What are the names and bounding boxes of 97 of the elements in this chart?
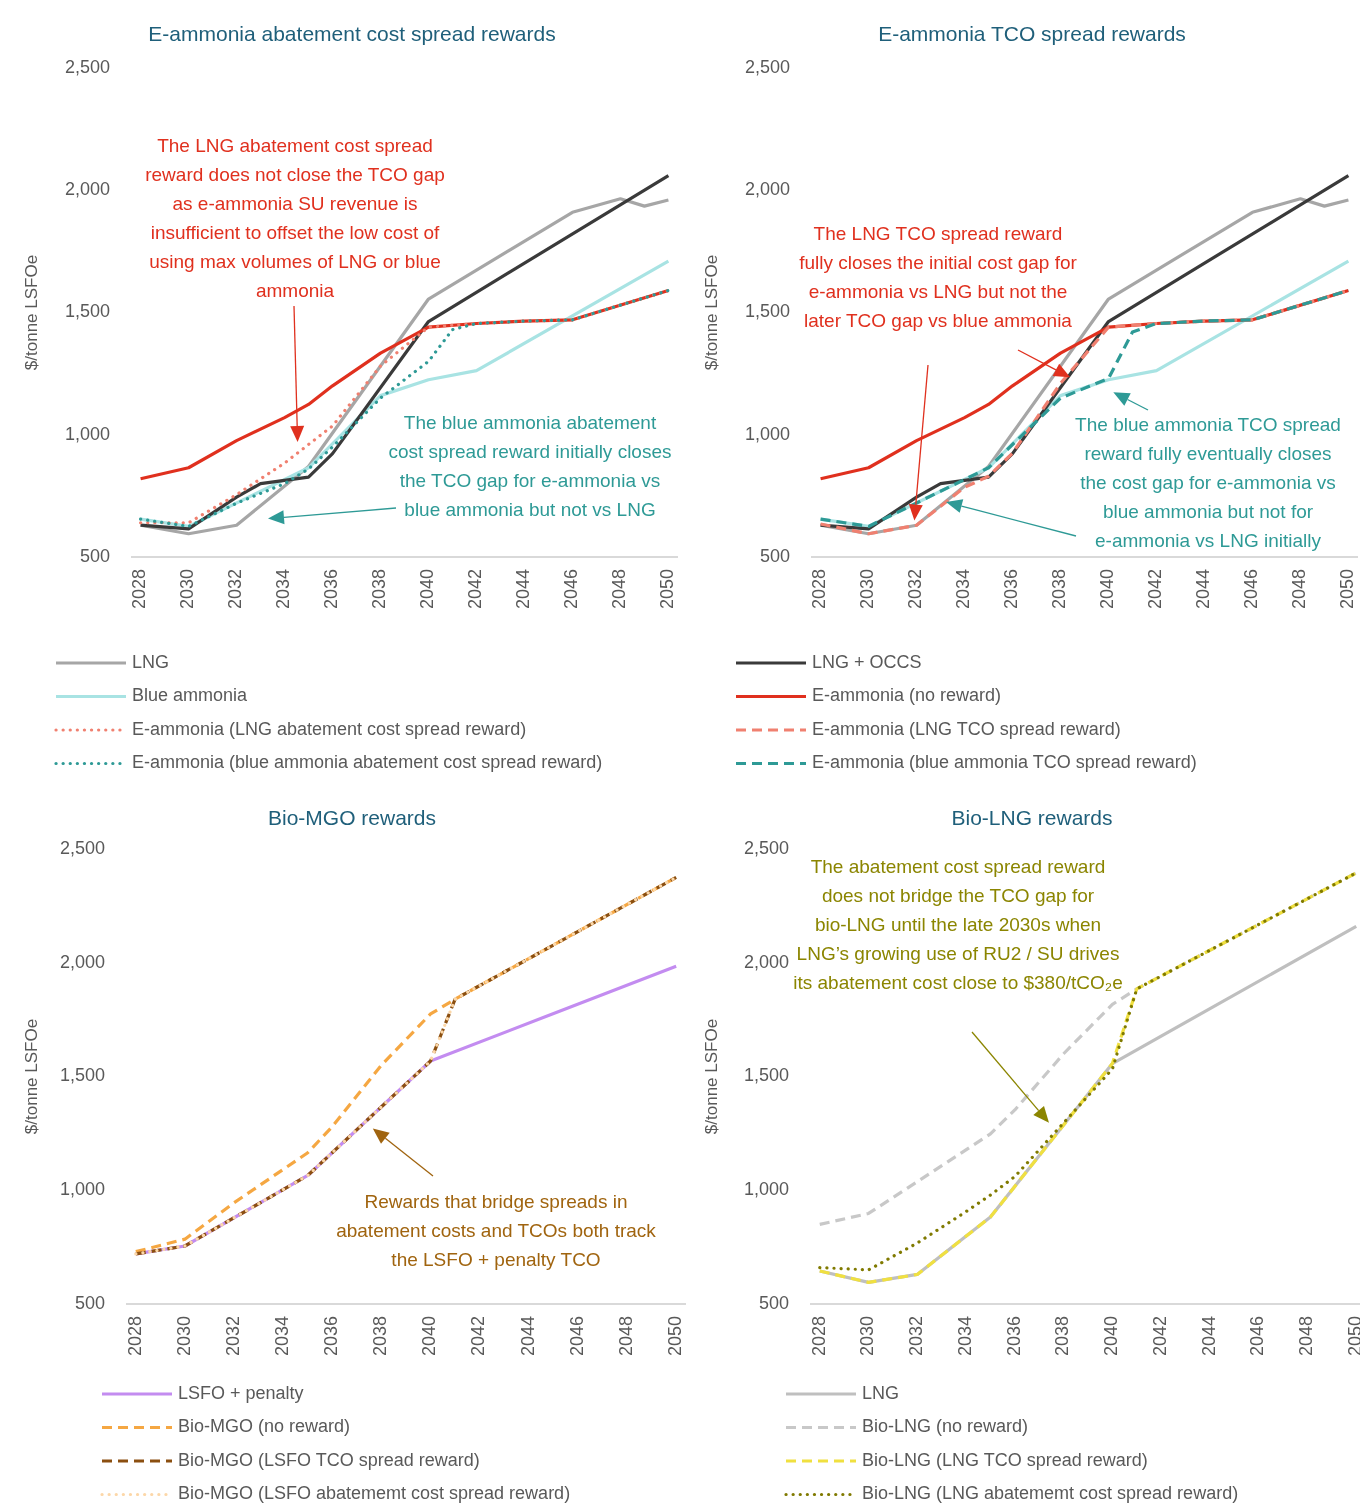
x-tick-label: 2050 [1337, 569, 1358, 610]
x-tick-label: 2032 [905, 569, 926, 610]
x-tick-label: 2034 [273, 569, 294, 610]
y-tick-label: 2,000 [744, 179, 790, 199]
legend-label: E-ammonia (LNG TCO spread reward) [812, 718, 1121, 739]
x-tick-label: 2044 [513, 569, 534, 610]
legend-label: LNG + OCCS [812, 651, 922, 672]
x-tick-label: 2042 [1145, 569, 1166, 610]
x-tick-label: 2032 [906, 1316, 927, 1357]
y-tick-label: 2,000 [743, 951, 789, 972]
y-tick-label: 1,500 [64, 301, 110, 322]
x-tick-label: 2030 [173, 1316, 194, 1357]
y-tick-label: 500 [759, 545, 790, 566]
legend-label: LSFO + penalty [178, 1382, 304, 1403]
x-tick-label: 2038 [1049, 569, 1070, 610]
x-tick-label: 2030 [857, 569, 878, 610]
x-tick-label: 2044 [1193, 569, 1214, 610]
x-tick-label: 2048 [1289, 569, 1310, 610]
y-tick-label: 2,500 [743, 837, 789, 858]
annotation: Rewards that bridge spreads in abatement costs and TCOs both track the LSFO + penalty TCO [336, 1191, 657, 1271]
x-tick-label: 2050 [657, 569, 678, 610]
x-tick-label: 2040 [419, 1316, 440, 1357]
x-tick-label: 2028 [124, 1316, 145, 1357]
y-tick-label: 2,000 [59, 951, 105, 972]
legend-label: LNG [862, 1382, 900, 1403]
x-tick-label: 2050 [664, 1316, 685, 1357]
y-tick-label: 1,000 [64, 423, 110, 444]
x-tick-label: 2046 [561, 569, 582, 610]
y-tick-label: 500 [79, 545, 110, 566]
x-tick-label: 2040 [1097, 569, 1118, 610]
x-tick-label: 2038 [1052, 1316, 1073, 1357]
x-tick-label: 2032 [222, 1316, 243, 1357]
x-tick-label: 2034 [271, 1316, 292, 1357]
x-tick-label: 2048 [1296, 1316, 1317, 1357]
x-tick-label: 2030 [177, 569, 198, 610]
y-tick-label: 1,000 [743, 1179, 789, 1199]
annotation: The blue ammonia abatement cost spread reward initially closes the TCO gap for e-ammonia vs blue ammonia but not vs LNG [388, 412, 672, 521]
x-tick-label: 2030 [857, 1316, 878, 1357]
x-tick-label: 2036 [1001, 569, 1022, 610]
legend-label: E-ammonia (blue ammonia abatement cost spread reward) [132, 752, 603, 773]
y-tick-label: 1,500 [59, 1065, 105, 1086]
y-tick-label: 1,500 [744, 301, 790, 322]
y-axis-title: $/tonne LSFOe [702, 254, 722, 371]
x-tick-label: 2036 [321, 569, 342, 610]
x-tick-label: 2028 [808, 1316, 829, 1357]
x-tick-label: 2042 [1149, 1316, 1170, 1357]
legend-label: E-ammonia (LNG abatement cost spread reward) [132, 718, 527, 739]
y-tick-label: 2,500 [59, 837, 105, 858]
legend-label: Bio-LNG (no reward) [862, 1416, 1029, 1437]
legend-label: Bio-MGO (LSFO abatememt cost spread reward) [178, 1483, 571, 1504]
y-axis-title: $/tonne LSFOe [22, 1018, 42, 1135]
y-tick-label: 500 [74, 1292, 105, 1313]
x-tick-label: 2048 [615, 1316, 636, 1357]
legend-label: Blue ammonia [132, 685, 249, 706]
x-tick-label: 2044 [1198, 1316, 1219, 1357]
x-tick-label: 2042 [468, 1316, 489, 1357]
x-tick-label: 2042 [465, 569, 486, 610]
legend-label: E-ammonia (blue ammonia TCO spread reward) [812, 752, 1197, 773]
y-tick-label: 500 [758, 1292, 789, 1313]
x-tick-label: 2028 [129, 569, 150, 610]
y-axis-title: $/tonne LSFOe [702, 1018, 722, 1135]
x-tick-label: 2046 [1247, 1316, 1268, 1357]
legend-label: Bio-LNG (LNG TCO spread reward) [862, 1449, 1148, 1470]
annotation: The LNG abatement cost spread reward does not close the TCO gap as e-ammonia SU revenue is insufficient to offset the low cost of using max volumes of LNG or blue ammonia [145, 135, 445, 302]
chart-title: Bio-MGO rewards [267, 805, 437, 829]
x-tick-label: 2040 [417, 569, 438, 610]
x-tick-label: 2034 [953, 569, 974, 610]
y-tick-label: 1,000 [59, 1179, 105, 1199]
x-tick-label: 2034 [954, 1316, 975, 1357]
legend-label: Bio-LNG (LNG abatememt cost spread reward) [862, 1483, 1239, 1504]
legend-label: Bio-MGO (no reward) [178, 1416, 351, 1437]
x-tick-label: 2032 [225, 569, 246, 610]
x-tick-label: 2044 [517, 1316, 538, 1357]
legend-label: E-ammonia (no reward) [812, 685, 1002, 706]
y-tick-label: 2,500 [744, 56, 790, 77]
x-tick-label: 2038 [370, 1316, 391, 1357]
legend-label: Bio-MGO (LSFO TCO spread reward) [178, 1449, 480, 1470]
x-tick-label: 2036 [321, 1316, 342, 1357]
x-tick-label: 2038 [369, 569, 390, 610]
chart-title: E-ammonia TCO spread rewards [878, 21, 1186, 45]
y-tick-label: 1,000 [744, 423, 790, 444]
x-tick-label: 2028 [809, 569, 830, 610]
y-tick-label: 1,500 [743, 1065, 789, 1086]
x-tick-label: 2048 [609, 569, 630, 610]
x-tick-label: 2040 [1101, 1316, 1122, 1357]
legend-label: LNG [132, 651, 170, 672]
y-axis-title: $/tonne LSFOe [22, 254, 42, 371]
annotation: The abatement cost spread reward does not bridge the TCO gap for bio-LNG until the late 2030s when LNG’s growing use of RU2 / SU drives its abatement cost close to $380/tCO₂e [793, 856, 1123, 994]
chart-title: Bio-LNG rewards [951, 805, 1113, 829]
annotation: The LNG TCO spread reward fully closes the initial cost gap for e-ammonia vs LNG but not the later TCO gap vs blue ammonia [799, 223, 1078, 332]
y-tick-label: 2,000 [64, 179, 110, 199]
x-tick-label: 2036 [1003, 1316, 1024, 1357]
x-tick-label: 2046 [566, 1316, 587, 1357]
y-tick-label: 2,500 [64, 56, 110, 77]
x-tick-label: 2046 [1241, 569, 1262, 610]
annotation: The blue ammonia TCO spread reward fully eventually closes the cost gap for e-ammonia vs blue ammonia but not for e-ammonia vs LNG initially [1075, 414, 1341, 552]
chart-title: E-ammonia abatement cost spread rewards [148, 21, 556, 45]
